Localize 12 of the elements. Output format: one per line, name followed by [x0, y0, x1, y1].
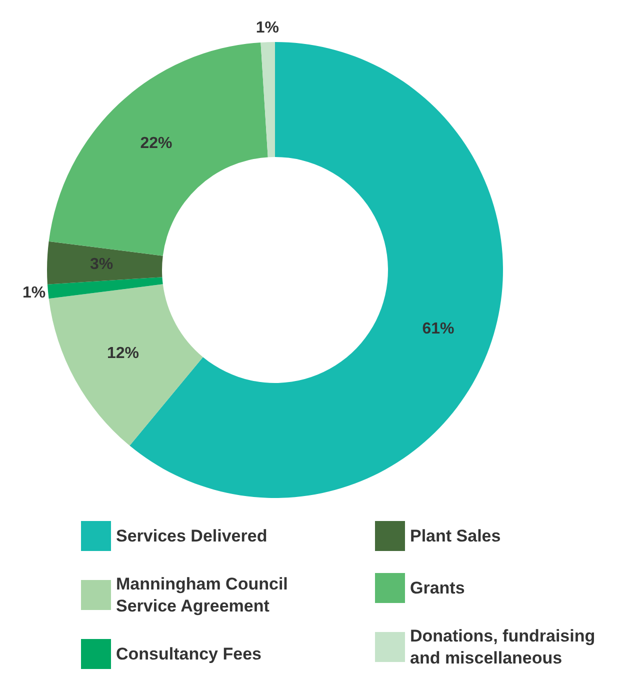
legend-label: Donations, fundraising and miscellaneous — [410, 626, 600, 668]
data-label: 1% — [22, 284, 46, 302]
legend-label: Plant Sales — [410, 526, 501, 546]
legend-label: Consultancy Fees — [116, 644, 262, 664]
legend-label: Manningham Council Service Agreement — [116, 574, 293, 616]
data-label: 12% — [106, 345, 139, 362]
data-label: 3% — [90, 256, 114, 274]
data-label: 22% — [140, 135, 172, 152]
legend-label: Grants — [410, 578, 465, 598]
legend-label: Services Delivered — [116, 526, 268, 546]
data-label: 1% — [256, 20, 279, 37]
data-label: 61% — [422, 320, 454, 338]
